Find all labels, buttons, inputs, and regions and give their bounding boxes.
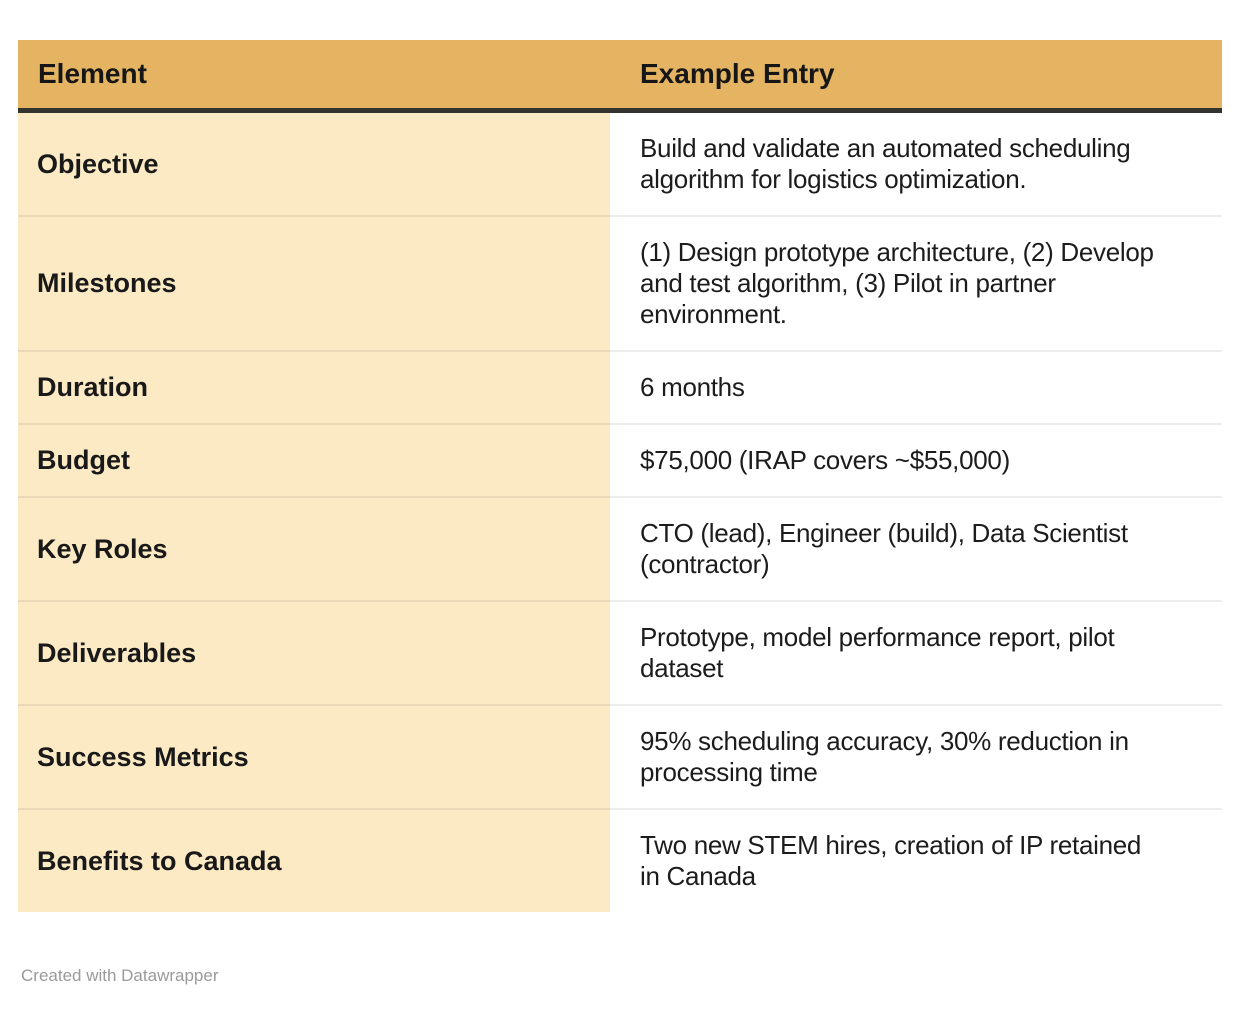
table-row-duration: Duration 6 months (18, 351, 1222, 425)
table-header-row: Element Example Entry (18, 40, 1222, 113)
table-row-deliverables: Deliverables Prototype, model performanc… (18, 601, 1222, 706)
table-row-benefits-to-canada: Benefits to Canada Two new STEM hires, c… (18, 809, 1222, 912)
row-value: Prototype, model performance report, pil… (610, 601, 1222, 706)
row-label: Benefits to Canada (18, 809, 610, 912)
table-row-milestones: Milestones (1) Design prototype architec… (18, 216, 1222, 352)
column-header-example-entry: Example Entry (610, 40, 1222, 113)
row-value: CTO (lead), Engineer (build), Data Scien… (610, 497, 1222, 602)
column-header-element: Element (18, 40, 610, 113)
row-value: Build and validate an automated scheduli… (610, 110, 1222, 217)
table-row-objective: Objective Build and validate an automate… (18, 110, 1222, 217)
row-value: (1) Design prototype architecture, (2) D… (610, 216, 1222, 352)
row-label: Budget (18, 424, 610, 498)
row-label: Duration (18, 351, 610, 425)
row-value: Two new STEM hires, creation of IP retai… (610, 809, 1222, 912)
row-label: Success Metrics (18, 705, 610, 810)
row-label: Deliverables (18, 601, 610, 706)
row-value: 6 months (610, 351, 1222, 425)
table-row-budget: Budget $75,000 (IRAP covers ~$55,000) (18, 424, 1222, 498)
table-row-key-roles: Key Roles CTO (lead), Engineer (build), … (18, 497, 1222, 602)
row-label: Objective (18, 110, 610, 217)
row-value: 95% scheduling accuracy, 30% reduction i… (610, 705, 1222, 810)
project-summary-table: Element Example Entry Objective Build an… (18, 40, 1222, 912)
table-row-success-metrics: Success Metrics 95% scheduling accuracy,… (18, 705, 1222, 810)
project-summary-table-container: Element Example Entry Objective Build an… (18, 40, 1222, 912)
row-label: Milestones (18, 216, 610, 352)
datawrapper-credit-link[interactable]: Created with Datawrapper (21, 966, 219, 985)
row-value: $75,000 (IRAP covers ~$55,000) (610, 424, 1222, 498)
row-label: Key Roles (18, 497, 610, 602)
